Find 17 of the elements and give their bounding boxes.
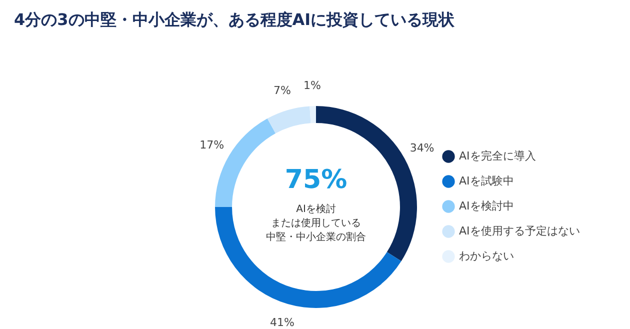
donut-slice [310, 106, 316, 124]
legend-label: AIを使用する予定はない [459, 224, 580, 238]
legend-label: AIを試験中 [459, 174, 514, 188]
text: または使用している [271, 218, 361, 229]
data-label: 41% [270, 316, 294, 329]
text: 中堅・中小企業の割合 [266, 231, 366, 243]
data-label: 34% [410, 142, 434, 155]
data-label: 17% [200, 138, 224, 152]
text: 75% [284, 165, 348, 195]
donut-slice [267, 106, 311, 134]
data-label: 7% [274, 84, 291, 97]
legend-label: AIを検討中 [459, 200, 514, 212]
legend-label: AIを完全に導入 [459, 150, 536, 162]
legend-label: わからない [459, 250, 514, 262]
chart-title: 4分の3の中堅・中小企業が、ある程度AIに投資している現状 [14, 10, 456, 29]
text: AIを検討 [296, 203, 336, 215]
data-label: 1% [303, 79, 321, 92]
